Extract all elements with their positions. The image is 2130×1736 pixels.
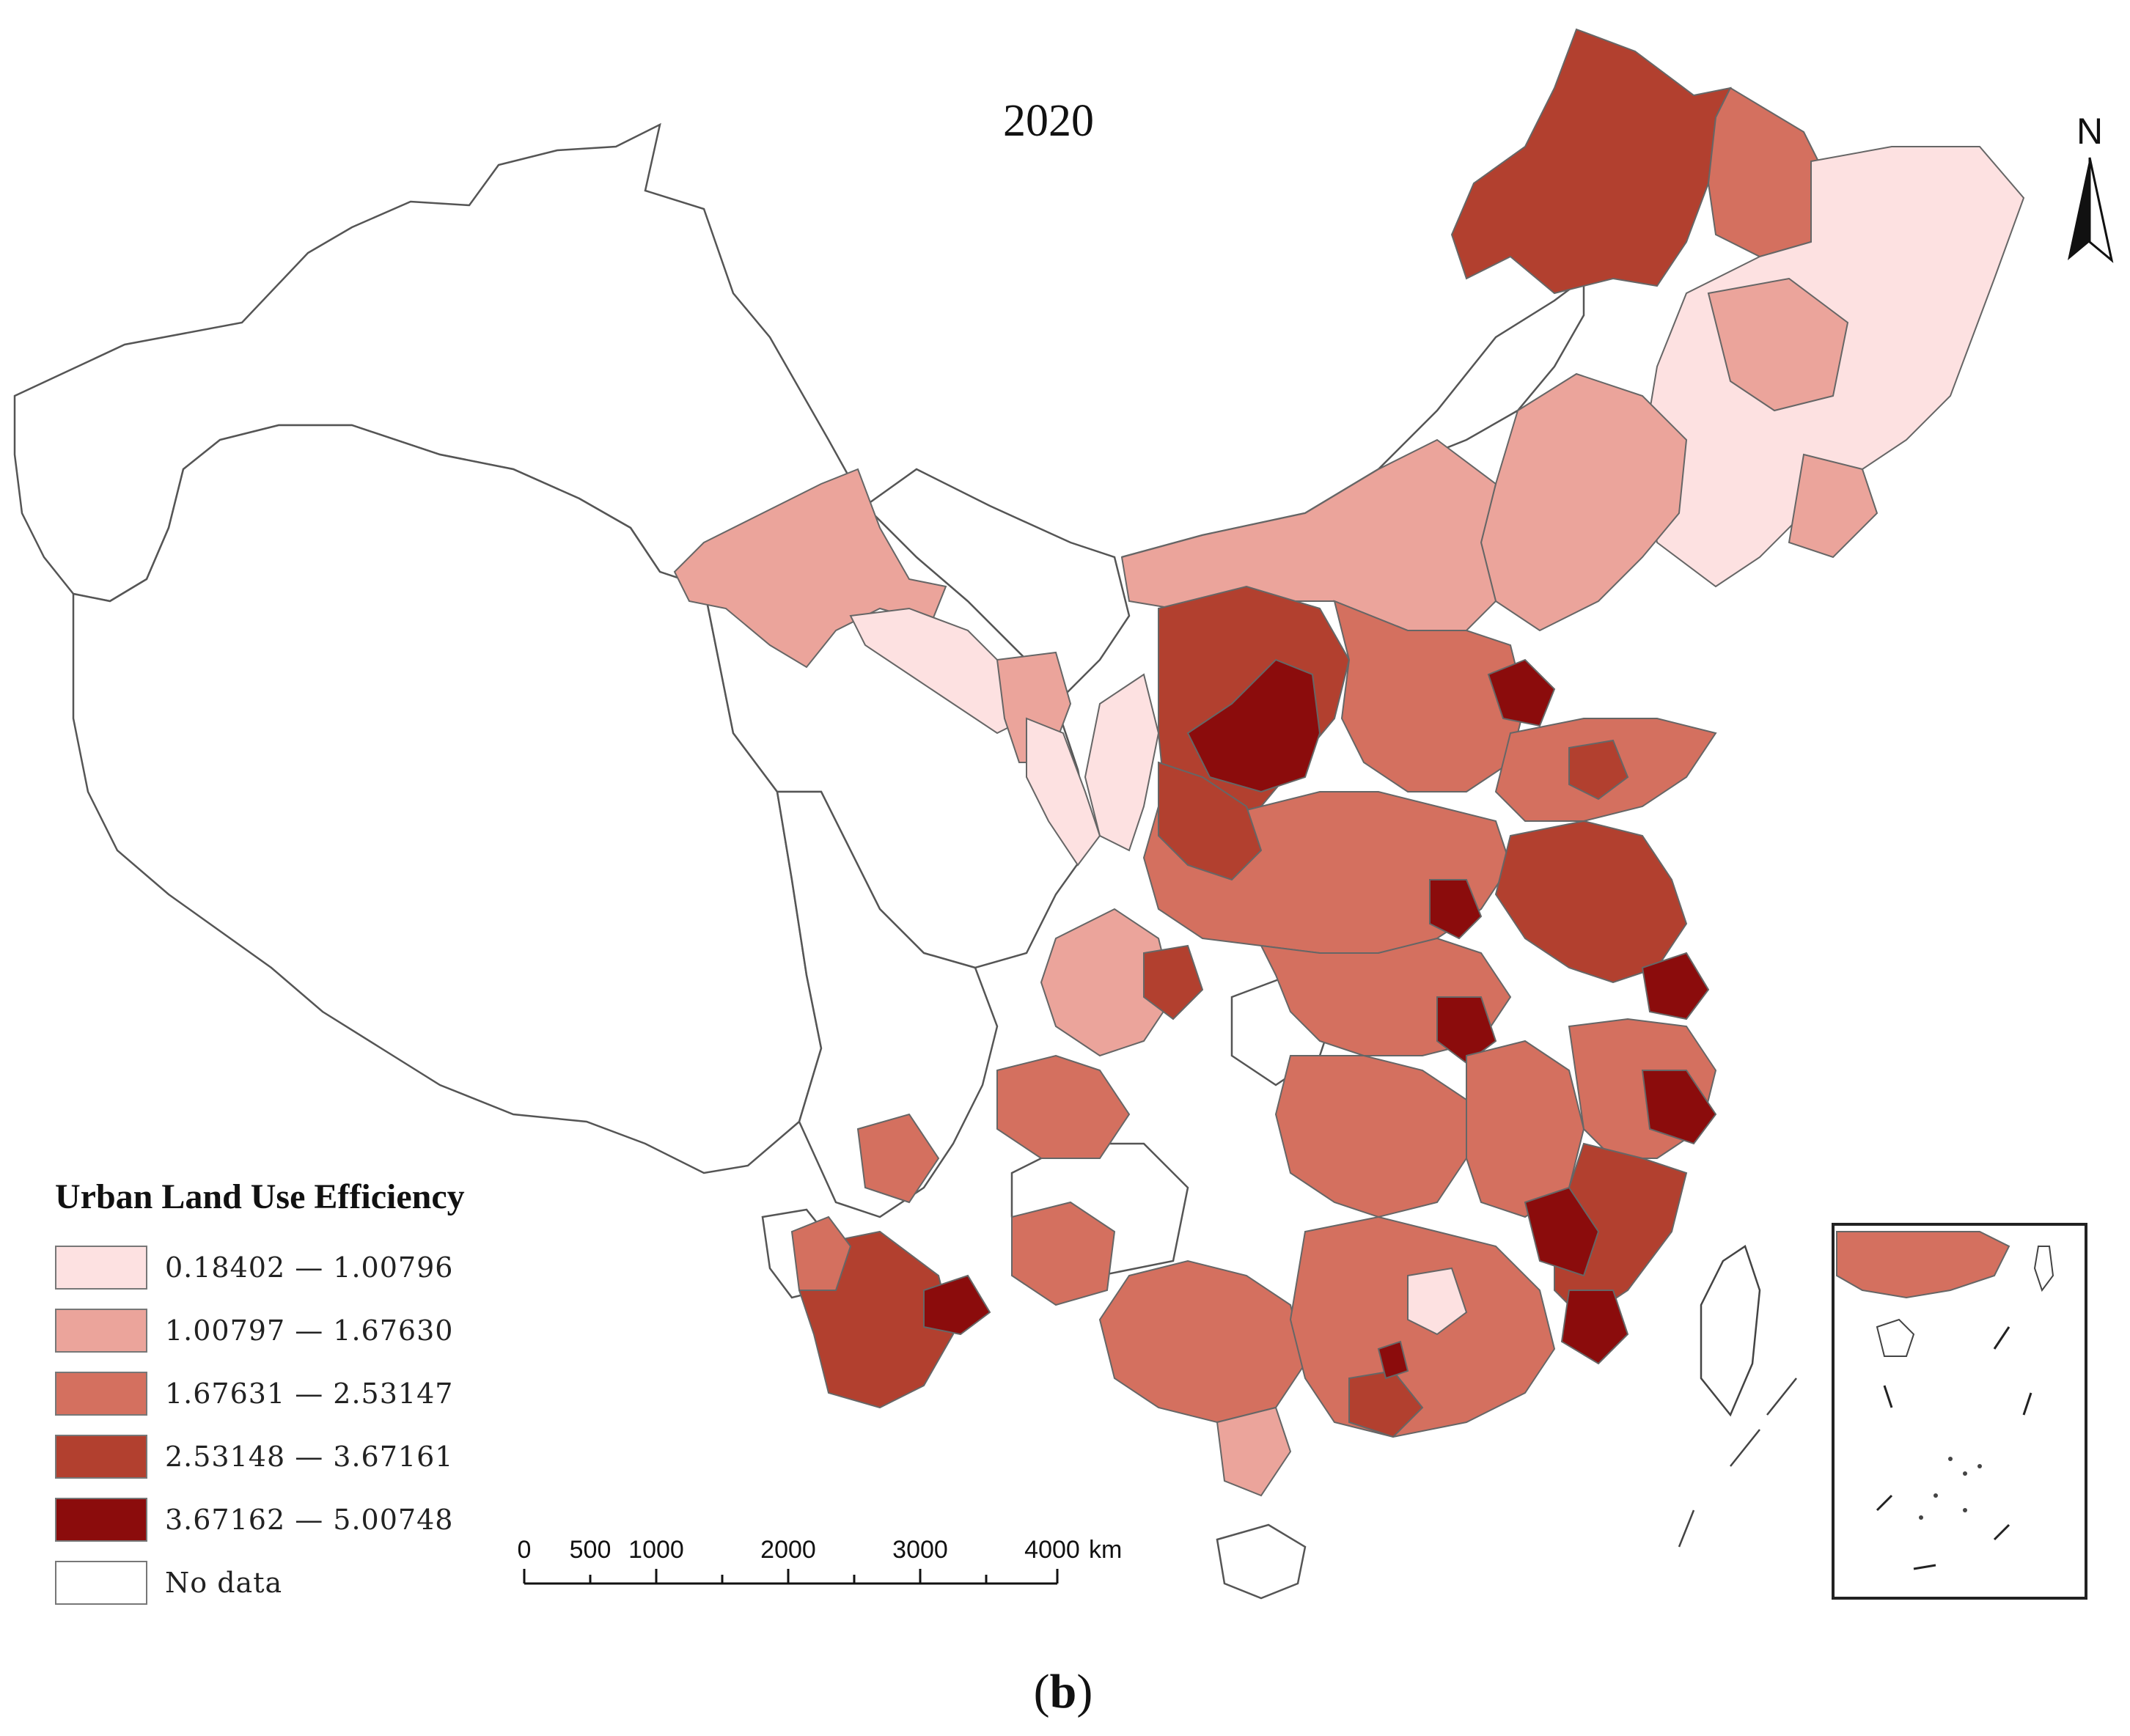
region-yunnan-west-dark (790, 1215, 852, 1291)
taiwan-island (1700, 1245, 1761, 1417)
legend-item: No data (55, 1551, 524, 1614)
north-arrow-icon (2068, 157, 2114, 263)
legend-swatch (55, 1561, 147, 1605)
region-hainan (1216, 1523, 1307, 1600)
legend-label: 0.18402 — 1.00796 (165, 1251, 454, 1284)
scale-tick-label: 1000 (628, 1536, 684, 1564)
region-fujian-hotspot (1524, 1186, 1600, 1277)
region-heilongjiang-north (1450, 28, 1732, 295)
region-yunnan-hotspot (923, 1274, 991, 1336)
legend-swatch (55, 1309, 147, 1353)
island-dash-2 (1730, 1429, 1760, 1467)
region-inner-top (1186, 658, 1321, 793)
scale-tick-label: 500 (570, 1536, 612, 1564)
scale-tick-label: 2000 (760, 1536, 816, 1564)
region-fujian-coast (1560, 1290, 1629, 1365)
legend-label: No data (165, 1567, 283, 1599)
panel-label: (b) (1033, 1665, 1093, 1718)
legend-swatch (55, 1246, 147, 1290)
region-inner-west (864, 468, 1131, 705)
region-hunan (1274, 1055, 1467, 1218)
legend-swatch (55, 1435, 147, 1479)
region-guangdong-hotspot (1377, 1340, 1409, 1380)
scale-bar-labels: 0 500 1000 2000 3000 4000 km (518, 1536, 1123, 1564)
inset-dash-1 (1883, 1385, 1893, 1408)
legend-label: 1.67631 — 2.53147 (165, 1378, 454, 1410)
region-sichuan (776, 790, 999, 1218)
legend-title: Urban Land Use Efficiency (55, 1177, 465, 1216)
region-northeast-mid (1707, 277, 1849, 412)
legend-label: 3.67162 — 5.00748 (165, 1504, 454, 1536)
region-chongqing (1143, 944, 1204, 1020)
legend-label: 2.53148 — 3.67161 (165, 1441, 454, 1473)
inset-dash-5 (1993, 1523, 2010, 1541)
region-zhejiang-hotspot (1641, 1070, 1717, 1145)
region-shandong-east (1568, 739, 1629, 801)
region-henan-hotspot (1429, 879, 1483, 940)
region-guangxi-south (1216, 1406, 1292, 1497)
region-sichuan-east (1040, 908, 1175, 1057)
region-henan-dark (1158, 761, 1263, 881)
region-beijing-tianjin (1487, 658, 1556, 727)
region-shaanxi-north (1084, 673, 1160, 852)
scale-bar (523, 1569, 1059, 1585)
region-guangxi (1098, 1259, 1307, 1424)
inset-mainland (1836, 1231, 2010, 1299)
panel-letter: b (1049, 1665, 1077, 1718)
region-guangdong-light (1407, 1267, 1468, 1336)
data-regions (673, 28, 2025, 1497)
island-dash-1 (1766, 1378, 1797, 1416)
taiwan-and-islands (1678, 1245, 1797, 1548)
region-shanghai (1641, 952, 1710, 1020)
inset-dash-2 (1993, 1326, 2010, 1350)
north-label: N (2076, 111, 2104, 152)
scale-tick-label: 3000 (892, 1536, 948, 1564)
inset-dash-6 (1913, 1564, 1936, 1570)
region-northeast-east (1788, 453, 1879, 559)
region-yunnan-north (856, 1113, 940, 1204)
legend-swatch (55, 1498, 147, 1542)
legend-item: 1.00797 — 1.67630 (55, 1299, 524, 1362)
region-gansu-east (1026, 717, 1101, 867)
inset-taiwan (2033, 1246, 2054, 1292)
scale-tick-label: 4000 (1024, 1536, 1080, 1564)
region-guizhou-data (996, 1054, 1131, 1159)
legend-swatch (55, 1372, 147, 1416)
island-dash-3 (1678, 1509, 1695, 1548)
legend-item: 2.53148 — 3.67161 (55, 1425, 524, 1488)
region-hebei (1333, 600, 1527, 792)
region-inner-mongolia-east (1120, 438, 1497, 631)
legend-label: 1.00797 — 1.67630 (165, 1314, 454, 1347)
inset-hainan (1876, 1318, 1915, 1357)
legend-item: 3.67162 — 5.00748 (55, 1488, 524, 1551)
scale-tick-label: 0 (518, 1536, 532, 1564)
region-guangxi-west (1011, 1201, 1116, 1306)
legend: Urban Land Use Efficiency 0.18402 — 1.00… (55, 1177, 524, 1614)
inset-dash-3 (2022, 1392, 2032, 1416)
inset-dash-4 (1876, 1494, 1893, 1512)
map-title: 2020 (1003, 96, 1094, 146)
region-anhui-jiangsu (1494, 820, 1688, 984)
legend-item: 0.18402 — 1.00796 (55, 1236, 524, 1299)
south-china-sea-inset (1832, 1223, 2087, 1600)
scale-unit-label: km (1089, 1536, 1122, 1564)
legend-item: 1.67631 — 2.53147 (55, 1362, 524, 1425)
